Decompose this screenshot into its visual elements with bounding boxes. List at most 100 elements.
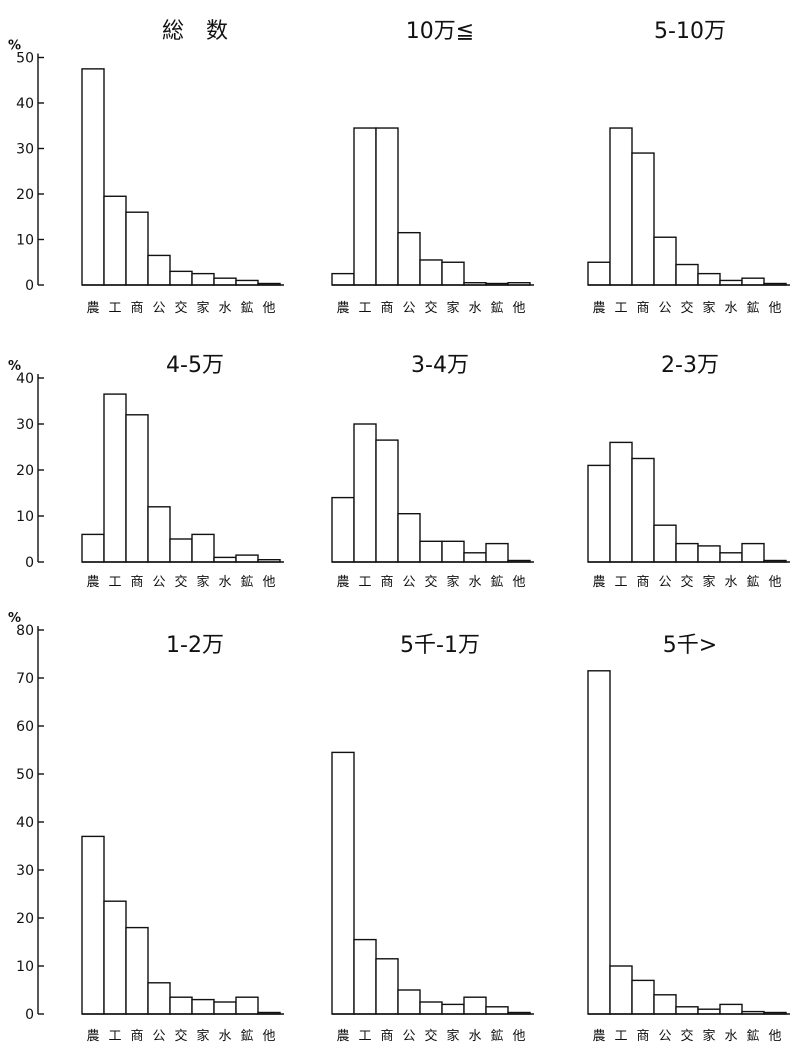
bar-家	[191, 272, 215, 286]
bar-農	[331, 272, 355, 286]
bar-水	[213, 1001, 237, 1015]
x-category-label: 農	[592, 1029, 605, 1044]
y-tick-label: 40	[16, 96, 34, 112]
x-category-label: 鉱	[240, 1028, 253, 1044]
x-category-label: 工	[358, 575, 371, 590]
bar-家	[697, 545, 721, 563]
x-category-label: 交	[174, 1028, 187, 1044]
y-tick-label: 30	[16, 417, 34, 433]
x-category-label: 鉱	[490, 1028, 503, 1044]
y-tick-label: 70	[16, 671, 34, 687]
bar-工	[353, 938, 377, 1015]
x-category-label: 家	[702, 1028, 715, 1044]
chart-title: 1-2万	[166, 633, 224, 658]
x-category-label: 交	[174, 300, 187, 316]
bar-交	[675, 1006, 699, 1015]
x-category-label: 水	[218, 1029, 231, 1044]
x-category-label: 商	[636, 301, 649, 316]
x-category-label: 工	[108, 301, 121, 316]
chart-title: 4-5万	[166, 353, 224, 378]
y-tick-label: 80	[16, 623, 34, 639]
x-category-label: 農	[86, 575, 99, 590]
y-tick-label: 30	[16, 863, 34, 879]
x-category-label: 工	[614, 301, 627, 316]
bar-交	[169, 996, 193, 1015]
x-category-label: 農	[592, 575, 605, 590]
chart-panel-7: 1-2万 0 10 20 30 40 50 60 70 80% 農工商公交家水鉱他	[8, 611, 284, 1044]
bar-農	[331, 751, 355, 1015]
chart-panel-5: 3-4万農工商公交家水鉱他	[331, 353, 534, 590]
x-category-label: 公	[402, 301, 415, 316]
chart-title: 総 数	[162, 19, 228, 44]
x-category-label: 家	[702, 300, 715, 316]
x-category-label: 他	[512, 301, 525, 316]
chart-panel-1: 総 数 0 10 20 30 40 50% 農工商公交家水鉱他	[8, 19, 284, 316]
x-category-label: 家	[446, 300, 459, 316]
bar-交	[419, 1001, 443, 1015]
bar-農	[587, 261, 611, 286]
x-category-label: 交	[424, 300, 437, 316]
y-axis-unit: %	[8, 611, 21, 626]
x-category-label: 工	[108, 575, 121, 590]
x-category-label: 公	[658, 301, 671, 316]
y-axis-unit: %	[8, 39, 21, 54]
x-category-label: 工	[614, 1029, 627, 1044]
bar-公	[397, 989, 421, 1015]
bar-農	[587, 670, 611, 1015]
x-category-label: 水	[724, 301, 737, 316]
bar-交	[169, 538, 193, 563]
bar-工	[353, 127, 377, 286]
x-category-label: 商	[130, 575, 143, 590]
x-category-label: 農	[336, 301, 349, 316]
chart-title: 5千>	[663, 633, 717, 658]
x-category-label: 交	[680, 300, 693, 316]
y-tick-label: 50	[16, 51, 34, 67]
bar-工	[609, 965, 633, 1015]
y-tick-label: 10	[16, 959, 34, 975]
bar-商	[631, 152, 655, 286]
chart-title: 5-10万	[654, 19, 726, 44]
x-category-label: 家	[196, 300, 209, 316]
x-category-label: 鉱	[490, 300, 503, 316]
x-category-label: 農	[336, 575, 349, 590]
chart-panel-4: 4-5万 0 10 20 30 40% 農工商公交家水鉱他	[8, 353, 284, 590]
bar-公	[397, 513, 421, 563]
x-category-label: 公	[152, 301, 165, 316]
x-category-label: 他	[768, 1029, 781, 1044]
x-category-label: 水	[468, 575, 481, 590]
y-tick-label: 40	[16, 371, 34, 387]
bar-公	[147, 982, 171, 1015]
x-category-label: 交	[680, 574, 693, 590]
bar-家	[441, 261, 465, 286]
x-category-label: 公	[658, 575, 671, 590]
x-category-label: 他	[768, 575, 781, 590]
bar-鉱	[485, 542, 509, 563]
bar-商	[375, 439, 399, 563]
y-tick-label: 20	[16, 463, 34, 479]
x-category-label: 鉱	[746, 300, 759, 316]
x-category-label: 農	[336, 1029, 349, 1044]
bar-商	[125, 211, 149, 286]
x-category-label: 水	[724, 1029, 737, 1044]
bar-商	[125, 414, 149, 563]
x-category-label: 家	[702, 574, 715, 590]
x-category-label: 公	[152, 1029, 165, 1044]
y-tick-label: 20	[16, 911, 34, 927]
x-category-label: 家	[196, 1028, 209, 1044]
bar-商	[375, 958, 399, 1015]
x-category-label: 水	[218, 575, 231, 590]
x-category-label: 交	[424, 1028, 437, 1044]
bar-農	[81, 68, 105, 286]
x-category-label: 公	[658, 1029, 671, 1044]
bar-工	[353, 423, 377, 563]
x-category-label: 交	[424, 574, 437, 590]
x-category-label: 工	[358, 1029, 371, 1044]
x-category-label: 他	[262, 575, 275, 590]
bar-工	[103, 900, 127, 1015]
y-tick-label: 50	[16, 767, 34, 783]
bar-鉱	[741, 277, 765, 286]
y-tick-label: 60	[16, 719, 34, 735]
bar-鉱	[235, 996, 259, 1015]
x-category-label: 公	[152, 575, 165, 590]
x-category-label: 商	[130, 1029, 143, 1044]
